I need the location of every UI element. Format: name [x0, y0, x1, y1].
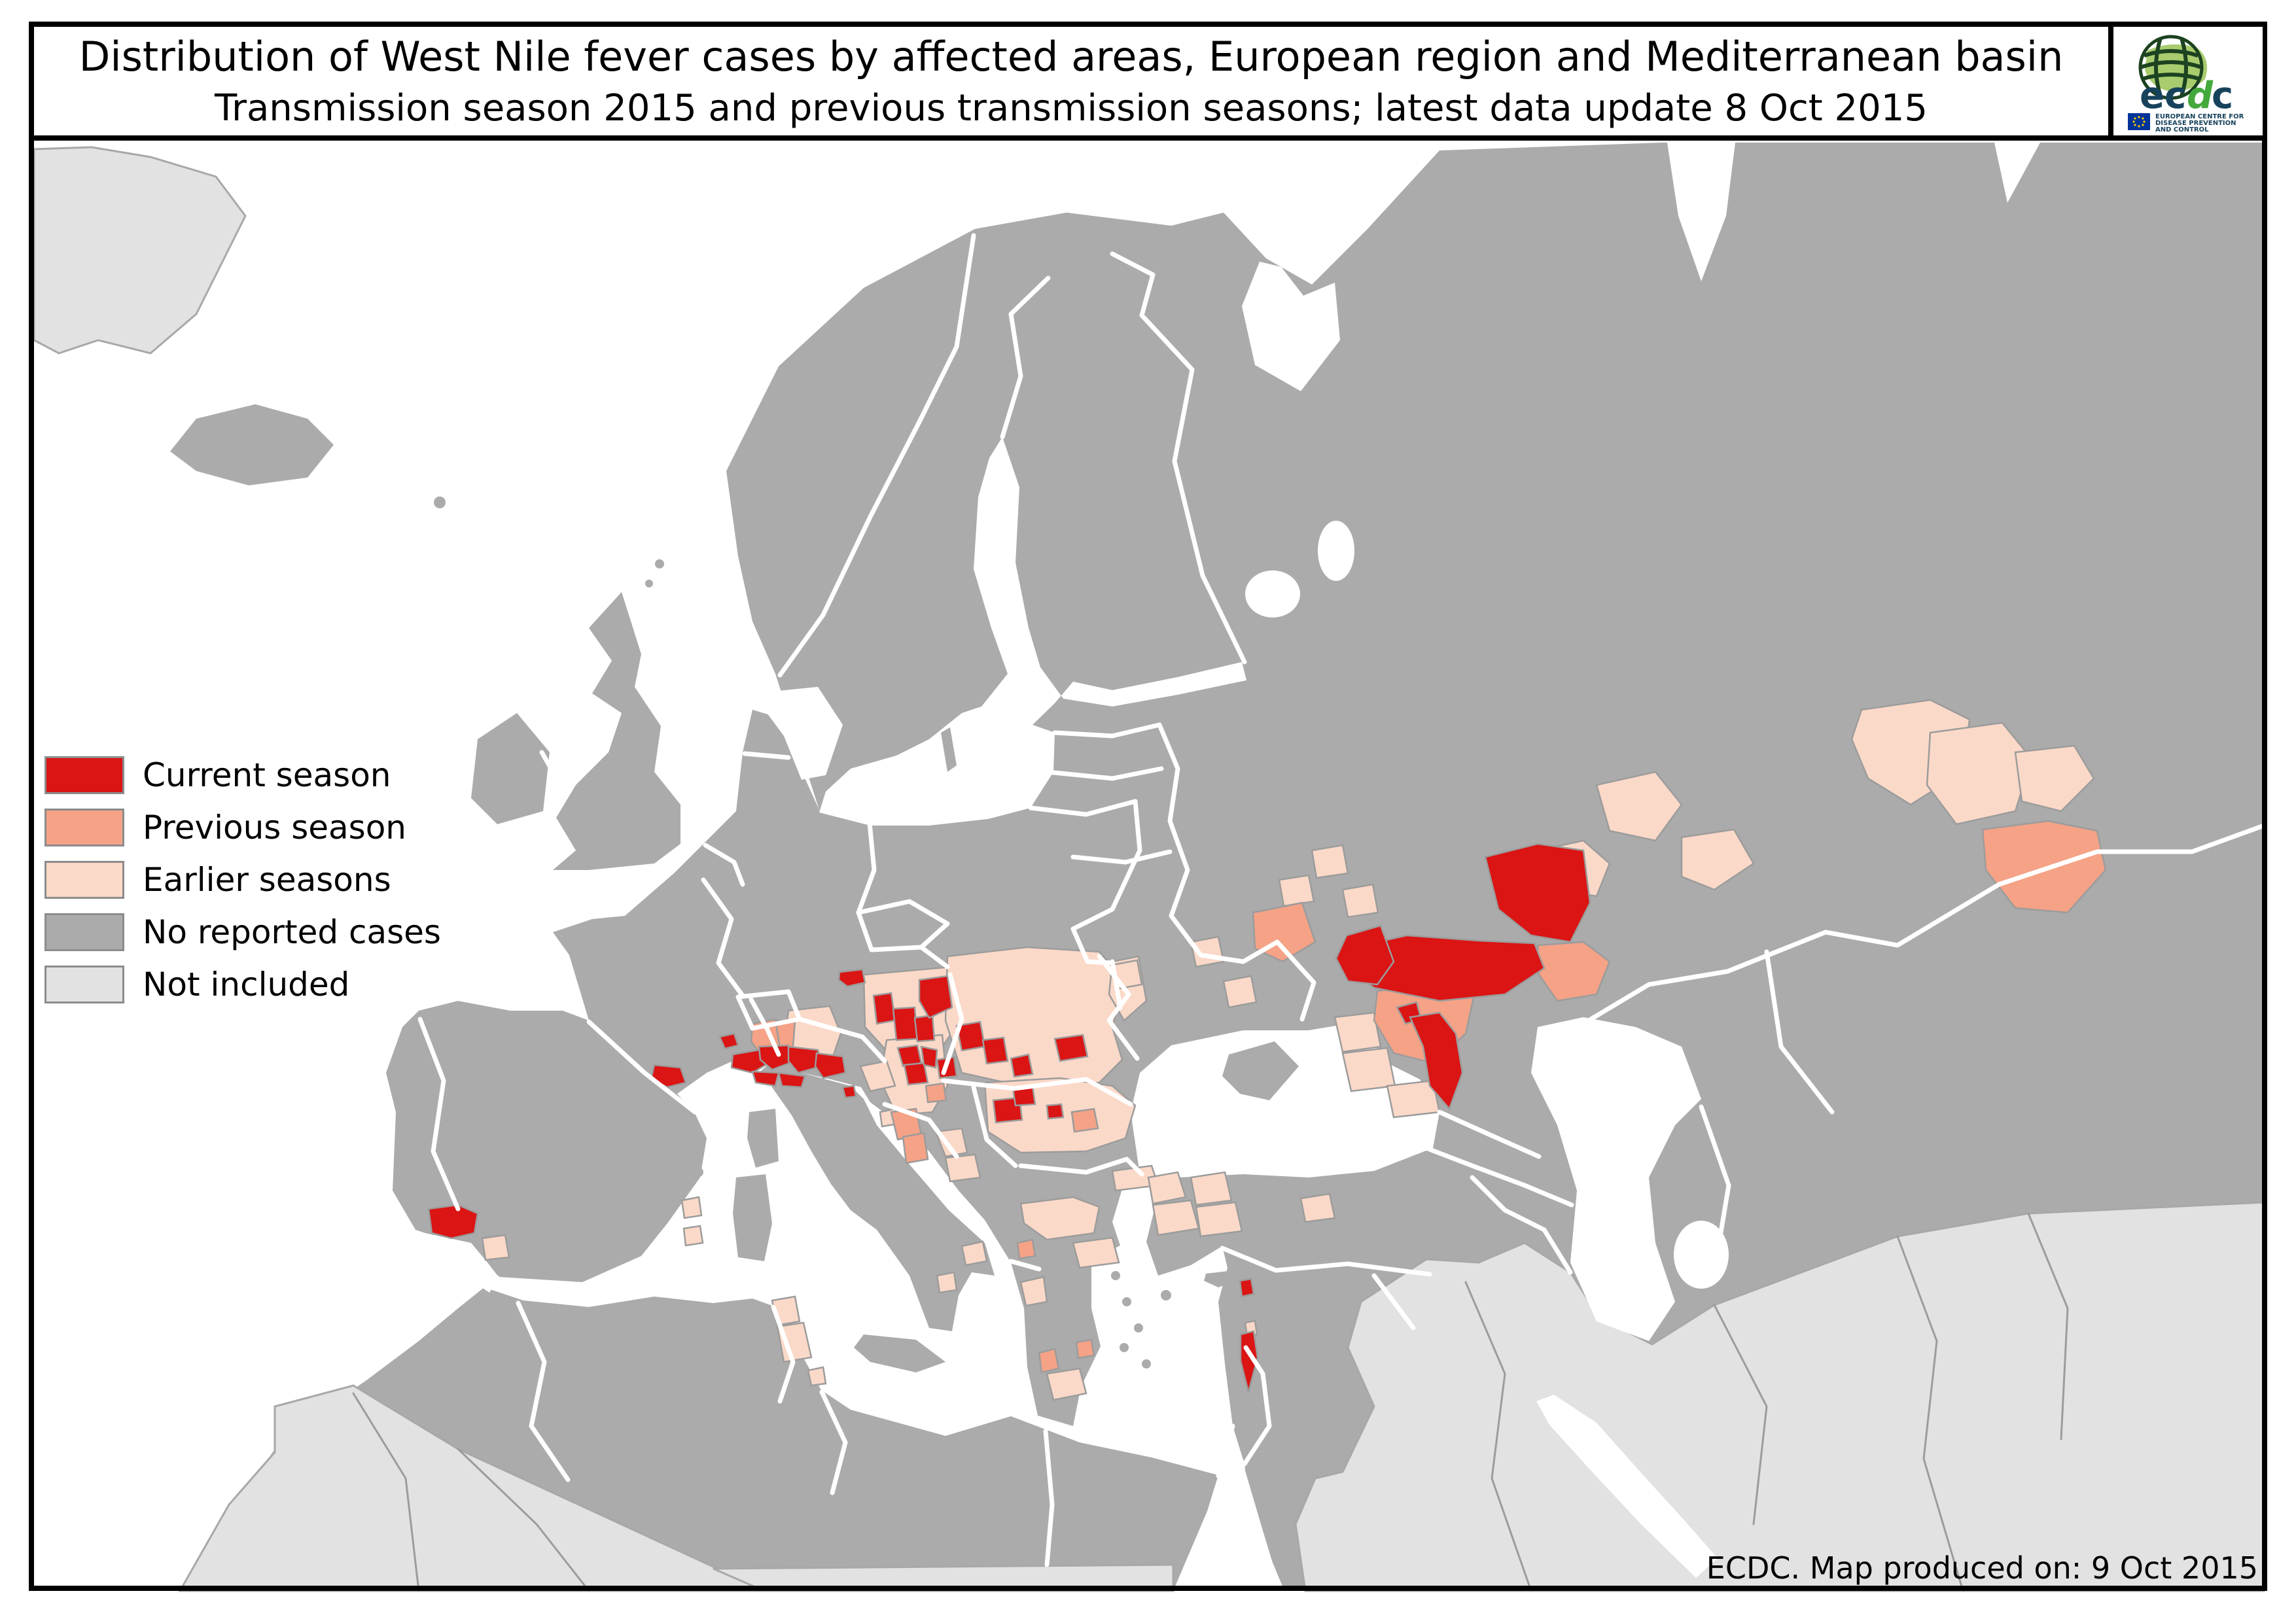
notincluded-borders	[352, 1212, 2069, 1592]
logo-org-line3: AND CONTROL	[2155, 126, 2209, 133]
not-included-regions	[33, 146, 2265, 1592]
logo-wordmark-ec: ec	[2140, 75, 2186, 117]
logo-org-line1: EUROPEAN CENTRE FOR	[2155, 113, 2244, 120]
seas	[482, 143, 2040, 1591]
white-sea	[1242, 262, 1340, 391]
globe-icon	[2138, 35, 2208, 100]
lake-onega	[1318, 521, 1354, 581]
country-borders	[417, 233, 2267, 1567]
skagerrak	[752, 687, 843, 780]
legend-swatch-not-included	[44, 966, 124, 1003]
crimea	[1222, 1041, 1299, 1100]
aral-sea	[1674, 1221, 1729, 1289]
region-algarve	[427, 1204, 479, 1240]
earlier-seasons-regions	[481, 699, 2095, 1401]
map-legend: Current season Previous season Earlier s…	[44, 756, 441, 1018]
previous-season-regions	[750, 820, 2107, 1374]
caspian-sea	[1531, 1017, 1701, 1341]
legend-label-previous: Previous season	[143, 809, 406, 846]
legend-item-earlier: Earlier seasons	[44, 861, 441, 899]
current-season-regions	[427, 843, 1591, 1393]
red-sea	[1178, 1464, 1281, 1591]
logo-wordmark-d: d	[2187, 75, 2214, 117]
legend-item-not-included: Not included	[44, 966, 441, 1003]
legend-swatch-current	[44, 756, 124, 794]
region-israel-north	[1239, 1278, 1255, 1298]
legend-swatch-earlier	[44, 861, 124, 899]
legend-label-not-included: Not included	[143, 966, 350, 1003]
baltic-sea	[819, 437, 1246, 826]
page-subtitle: Transmission season 2015 and previous tr…	[214, 87, 1928, 130]
logo-wordmark-c: c	[2212, 75, 2233, 117]
eu-flag-icon	[2128, 113, 2150, 130]
legend-label-earlier: Earlier seasons	[143, 861, 391, 899]
ecdc-logo-box: ec d c EUROPEAN CENTRE FOR DISEASE PREVE…	[2108, 27, 2263, 141]
logo-org-line2: DISEASE PREVENTION	[2155, 120, 2236, 127]
legend-item-no-cases: No reported cases	[44, 913, 441, 951]
title-bar: Distribution of West Nile fever cases by…	[34, 27, 2108, 141]
ecdc-logo: ec d c EUROPEAN CENTRE FOR DISEASE PREVE…	[2128, 35, 2244, 133]
legend-item-current: Current season	[44, 756, 441, 794]
legend-swatch-previous	[44, 809, 124, 846]
legend-label-current: Current season	[143, 756, 391, 794]
legend-label-no-cases: No reported cases	[143, 913, 441, 951]
legend-item-previous: Previous season	[44, 809, 441, 846]
gotland	[941, 727, 957, 772]
legend-swatch-no-cases	[44, 913, 124, 951]
persian-gulf	[1536, 1395, 1718, 1578]
strait-of-gibraltar	[482, 1272, 500, 1293]
page-title: Distribution of West Nile fever cases by…	[79, 33, 2064, 80]
lake-ladoga	[1245, 570, 1300, 618]
map-attribution: ECDC. Map produced on: 9 Oct 2015	[1706, 1550, 2258, 1586]
region-vienna	[838, 968, 866, 988]
peninsulas	[941, 727, 1299, 1100]
